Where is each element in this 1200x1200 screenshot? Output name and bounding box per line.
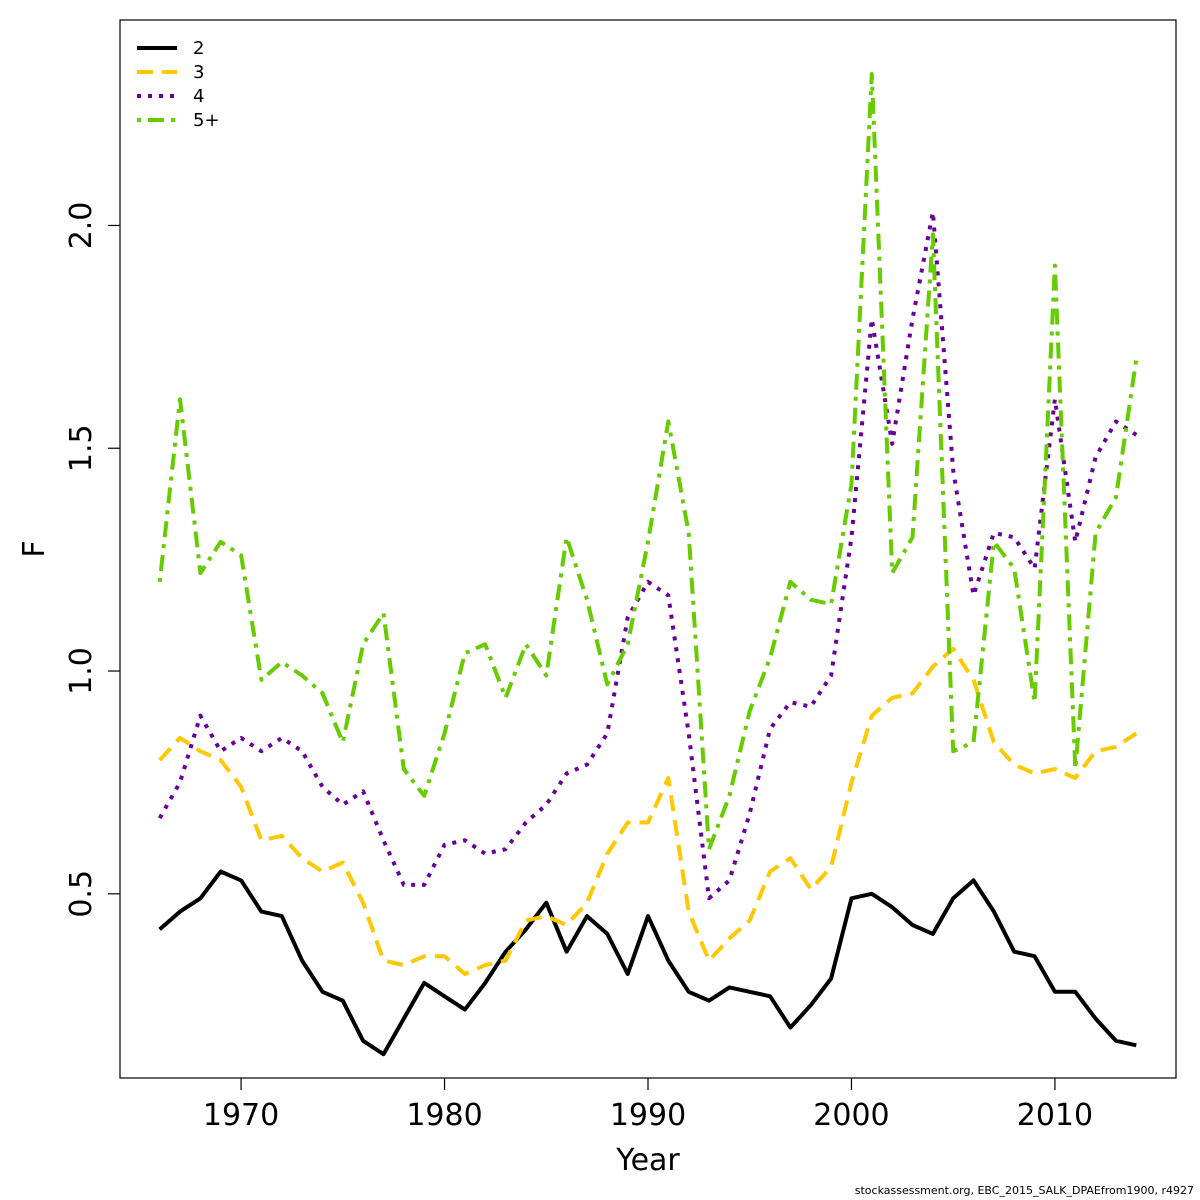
legend-label: 2 xyxy=(193,38,204,59)
x-tick-label: 2010 xyxy=(1017,1098,1093,1133)
y-axis: 0.5 1.0 1.5 2.0 xyxy=(64,202,120,918)
legend: 2 3 4 5+ xyxy=(137,38,220,131)
series-line-5plus xyxy=(157,72,1139,852)
x-tick-label: 2000 xyxy=(813,1098,889,1133)
x-tick-label: 1980 xyxy=(406,1098,482,1133)
x-axis-title: Year xyxy=(615,1143,680,1178)
credit-text: stockassessment.org, EBC_2015_SALK_DPAEf… xyxy=(854,1184,1194,1197)
x-axis: 1970 1980 1990 2000 2010 xyxy=(203,1078,1093,1133)
x-tick-label: 1970 xyxy=(203,1098,279,1133)
y-tick-label: 1.0 xyxy=(64,647,99,695)
y-tick-label: 2.0 xyxy=(64,202,99,250)
series-layer xyxy=(157,72,1139,1057)
series-line-4 xyxy=(157,210,1138,901)
series-line-3 xyxy=(158,646,1138,976)
x-tick-label: 1990 xyxy=(610,1098,686,1133)
legend-label: 3 xyxy=(193,62,204,83)
y-tick-label: 0.5 xyxy=(64,870,99,918)
legend-label: 4 xyxy=(193,86,204,107)
y-tick-label: 1.5 xyxy=(64,424,99,472)
y-axis-title: F xyxy=(17,540,52,557)
legend-label: 5+ xyxy=(193,110,220,131)
series-line-2 xyxy=(158,869,1137,1057)
